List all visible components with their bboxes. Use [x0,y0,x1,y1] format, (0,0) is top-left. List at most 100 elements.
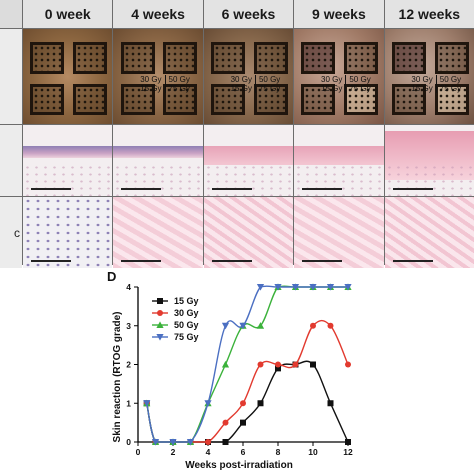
data-point-30-gy [222,419,229,426]
dose-label-15: 15 Gy [411,83,433,93]
irradiation-field [30,42,65,74]
histology-high-0-week [23,197,113,268]
data-point-75-gy [291,284,300,291]
histology-high-9-weeks [294,197,384,268]
data-point-15-gy [310,361,316,368]
histology-low-0-week [23,125,113,196]
data-point-75-gy [239,322,247,330]
data-point-30-gy [292,361,299,368]
row-header-photos [0,29,22,124]
skin-photo-4-weeks: 30 Gy 50 Gy 15 Gy 75 Gy [113,29,203,124]
data-point-50-gy [256,322,265,329]
data-point-75-gy [309,284,317,291]
chart-legend: 15 Gy 30 Gy 50 Gy 75 Gy [152,296,199,342]
data-point-15-gy [240,419,246,426]
row-mark: c [14,225,20,240]
dose-label-block: 30 Gy 50 Gy 15 Gy 75 Gy [411,74,462,93]
skin-photo-9-weeks: 30 Gy 50 Gy 15 Gy 75 Gy [294,29,384,124]
dose-label-50: 50 Gy [258,74,281,84]
dose-label-75: 75 Gy [439,83,462,93]
data-point-75-gy [151,439,160,446]
data-point-15-gy [275,365,281,372]
irradiation-field [120,42,155,74]
data-point-15-gy [345,439,351,445]
scale-bar [31,260,71,262]
irradiation-field [434,84,469,116]
irradiation-field [344,42,379,74]
scale-bar [211,260,252,262]
dose-label-75: 75 Gy [349,83,371,93]
dose-label-30: 30 Gy [411,74,433,84]
histology-low-6-weeks [203,125,294,196]
scale-bar [121,260,162,262]
data-point-30-gy [327,322,334,329]
dose-label-30: 30 Gy [321,74,343,84]
x-tick-label: 2 [171,447,176,457]
data-point-75-gy [143,400,151,407]
irradiation-field [73,42,107,74]
histology-high-6-weeks [203,197,294,268]
legend-label-50-gy: 50 Gy [174,320,199,330]
histology-high-12-weeks [384,197,474,268]
legend-marker-50-gy [156,321,164,328]
data-point-75-gy [186,439,195,446]
column-header-9-weeks: 9 weeks [294,0,384,28]
legend-marker-30-gy [157,310,163,316]
data-point-30-gy [240,400,246,407]
data-point-75-gy [274,284,282,291]
x-tick-label: 12 [343,447,353,457]
x-axis-title: Weeks post-irradiation [185,460,293,471]
column-header-6-weeks: 6 weeks [203,0,294,28]
scale-bar [211,188,252,190]
irradiation-field [391,84,426,116]
data-point-75-gy [326,284,335,291]
dose-label-15: 15 Gy [140,83,162,93]
irradiation-field [391,42,426,74]
data-point-75-gy [344,284,352,291]
irradiation-field [253,84,288,116]
scale-bar [392,260,433,262]
legend-label-30-gy: 30 Gy [174,308,199,318]
column-header-4-weeks: 4 weeks [113,0,203,28]
data-point-15-gy [327,400,334,407]
data-point-30-gy [275,361,281,368]
histology-low-12-weeks [384,125,474,196]
y-tick-label: 2 [126,360,131,370]
y-tick-label: 4 [126,282,131,292]
data-point-30-gy [310,322,316,329]
row-header-histology-high: c [0,197,22,268]
dose-label-50: 50 Gy [349,74,371,84]
y-tick-label: 0 [126,437,131,447]
legend-marker-75-gy [156,334,164,341]
data-point-15-gy [222,439,229,445]
y-axis-title: Skin reaction (RTOG grade) [112,312,123,443]
dose-label-50: 50 Gy [439,74,462,84]
legend-label-15-gy: 15 Gy [174,296,199,306]
data-point-75-gy [204,400,212,407]
histology-high-4-weeks [113,197,203,268]
data-point-15-gy [257,400,264,407]
panel-label: D [107,269,116,284]
x-tick-label: 0 [136,447,141,457]
x-tick-label: 6 [241,447,246,457]
data-point-30-gy [205,439,211,445]
scale-bar [121,188,162,190]
column-header-12-weeks: 12 weeks [384,0,474,28]
dose-label-50: 50 Gy [168,74,190,84]
dose-label-30: 30 Gy [230,74,252,84]
irradiation-field [120,84,155,116]
irradiation-field [163,84,198,116]
skin-photo-6-weeks: 30 Gy 50 Gy 15 Gy 75 Gy [203,29,294,124]
irradiation-field [301,42,336,74]
dose-label-30: 30 Gy [140,74,162,84]
data-point-30-gy [345,361,351,368]
irradiation-field [210,42,245,74]
photo-grid: 0 week 4 weeks 6 weeks 9 weeks 12 weeks … [0,0,474,268]
dose-label-block: 30 Gy 50 Gy 15 Gy 75 Gy [140,74,190,93]
data-point-50-gy [221,360,230,368]
scale-bar [302,188,343,190]
irradiation-field [30,84,65,116]
data-point-75-gy [221,322,230,330]
